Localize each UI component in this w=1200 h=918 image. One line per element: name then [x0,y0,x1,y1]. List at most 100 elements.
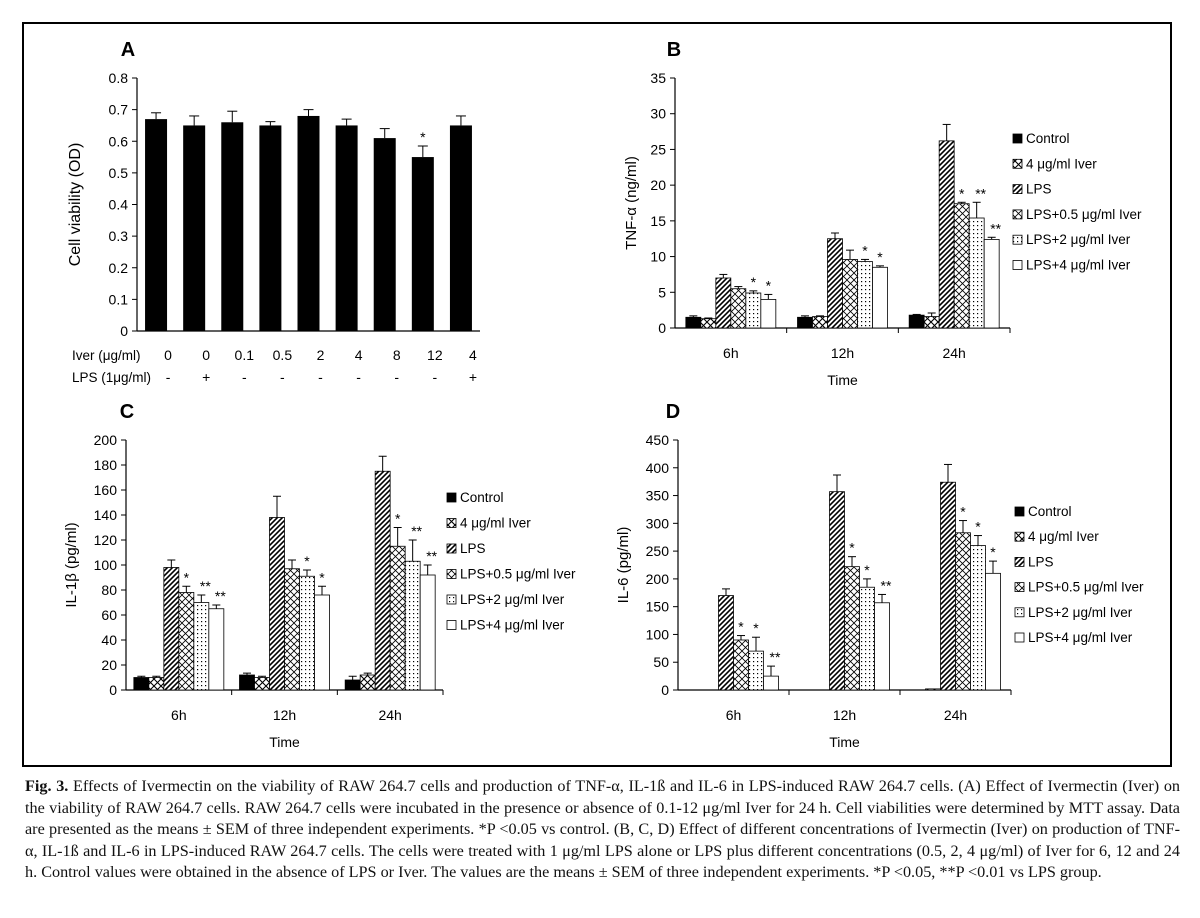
significance-mark: ** [990,220,1001,236]
legend-swatch [1012,209,1023,220]
bar [254,677,270,691]
legend-swatch [1012,234,1023,245]
y-tick-label: 80 [101,582,117,598]
y-tick-label: 0.1 [109,291,129,307]
bar [373,138,396,331]
panel-c-chart: C 0 20 40 60 80 100 120 140 160 180 200 IL-1β (pg/ml… [63,401,576,750]
bar [193,602,210,691]
bar [374,470,391,691]
row-value: 0.1 [235,347,255,363]
bar [827,238,843,329]
y-tick-label: 200 [646,571,670,587]
bar [733,639,749,691]
significance-mark: ** [411,523,422,539]
significance-mark: * [960,504,966,520]
row-label: LPS (1μg/ml) [72,370,151,385]
bar [359,674,376,691]
row-value: 12 [427,347,443,363]
bar [857,261,873,329]
significance-mark: * [420,129,426,145]
bar [985,572,1001,691]
legend-entry: 4 μg/ml Iver [1028,529,1099,544]
panel-label: B [667,39,681,61]
legend-swatch [1014,607,1025,618]
row-value: 0 [164,347,172,363]
bar [718,595,734,691]
bar [745,292,762,329]
legend-entry: LPS+4 μg/ml Iver [460,618,565,633]
legend-entry: LPS+4 μg/ml Iver [1028,630,1133,645]
bar [297,115,320,331]
legend-entry: LPS+2 μg/ml Iver [1026,232,1131,247]
row-value: 4 [469,347,477,363]
bar [299,575,315,691]
y-tick-label: 30 [650,106,666,122]
y-axis-title: IL-6 (pg/ml) [615,527,632,604]
legend-swatch [1012,184,1023,195]
bar [269,517,285,691]
y-tick-label: 5 [658,284,666,300]
row-value: 2 [317,347,325,363]
y-tick-label: 160 [94,482,118,498]
y-tick-label: 50 [653,654,669,670]
legend-swatch [446,518,457,528]
bar [700,318,717,329]
significance-mark: * [395,511,401,527]
legend-entry: LPS [460,541,486,556]
x-axis-title: Time [269,734,300,750]
legend-entry: 4 μg/ml Iver [1026,156,1097,171]
y-axis-title: TNF-α (ng/ml) [623,156,640,250]
y-tick-label: 200 [94,432,118,448]
y-tick-label: 0.5 [109,165,129,181]
y-tick-label: 20 [101,657,117,673]
legend-swatch [446,620,457,630]
bar [715,277,732,329]
significance-mark: ** [215,588,226,604]
bar [344,679,361,691]
legend-entry: Control [1026,131,1070,146]
bar [284,568,300,691]
legend-swatch [446,569,457,579]
legend-swatch [446,492,457,503]
legend-entry: Control [460,490,504,505]
bar [829,491,845,691]
significance-mark: * [319,569,325,585]
significance-mark: * [304,553,310,569]
significance-mark: * [990,544,996,560]
row-value: 8 [393,347,401,363]
significance-mark: ** [975,185,986,201]
bar [133,677,150,691]
bar [874,602,890,691]
y-tick-label: 0 [109,682,117,698]
y-tick-label: 40 [101,632,117,648]
significance-mark: ** [770,649,781,665]
y-tick-label: 25 [650,141,666,157]
y-tick-label: 35 [650,70,666,86]
bar [730,288,747,329]
bar [389,545,406,691]
y-tick-label: 0.8 [109,70,129,86]
y-tick-label: 0 [120,323,128,339]
legend-swatch [1012,260,1023,270]
legend-swatch [1014,582,1025,592]
legend-entry: LPS+0.5 μg/ml Iver [460,567,576,582]
legend-swatch [1014,506,1025,517]
y-tick-label: 120 [94,532,118,548]
y-tick-label: 0.6 [109,133,129,149]
x-tick-label: 6h [723,345,739,361]
y-tick-label: 450 [646,432,670,448]
row-value: 0.5 [273,347,293,363]
panel-d-chart: D 0 50 100 150 200 250 300 350 400 450 IL-6 (pg/ml)… [615,401,1144,750]
bar [259,125,282,331]
panel-label: D [666,401,680,423]
bar [404,560,421,691]
legend-entry: LPS+2 μg/ml Iver [1028,605,1133,620]
bar [970,545,986,691]
caption-text: Effects of Ivermectin on the viability o… [25,777,1181,881]
legend-swatch [446,543,457,554]
y-axis-title: Cell viability (OD) [67,143,84,267]
y-tick-label: 0.3 [109,228,129,244]
y-tick-label: 0.7 [109,102,129,118]
legend-swatch [1014,531,1025,542]
row-value: - [166,369,171,385]
